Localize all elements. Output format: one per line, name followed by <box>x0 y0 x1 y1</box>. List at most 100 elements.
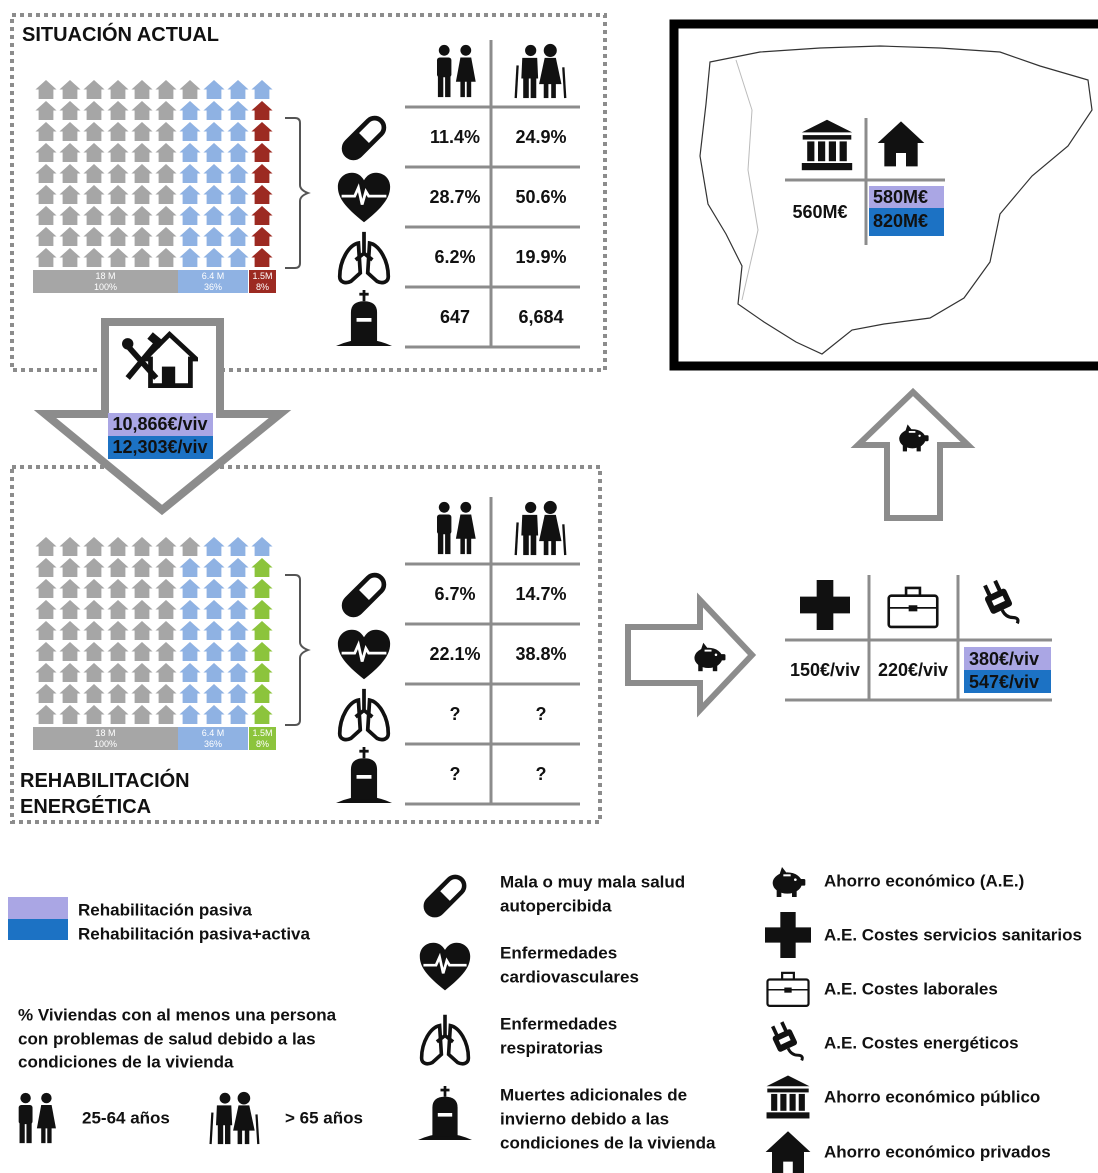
pill-icon <box>422 873 468 919</box>
house-grid-icon <box>251 684 273 703</box>
investment-value: 12,303€/viv <box>112 437 207 457</box>
panel-rehab <box>10 465 602 824</box>
house-grid-icon <box>155 227 177 246</box>
house-grid-icon <box>251 101 273 120</box>
stock-pct: 100% <box>94 739 117 749</box>
house-grid-icon <box>203 684 225 703</box>
house-grid-icon <box>59 642 81 661</box>
house-grid-icon <box>155 684 177 703</box>
house-grid-icon <box>179 684 201 703</box>
house-grid-icon <box>83 558 105 577</box>
house-grid-icon <box>83 101 105 120</box>
legend-label: > 65 años <box>285 1109 363 1128</box>
house-grid-icon <box>155 579 177 598</box>
house-grid-icon <box>59 600 81 619</box>
house-grid-icon <box>131 621 153 640</box>
house-grid-icon <box>83 185 105 204</box>
house-grid-icon <box>227 642 249 661</box>
scenario-active <box>964 670 1051 693</box>
house-grid-icon <box>107 122 129 141</box>
house-grid-icon <box>203 248 225 267</box>
house-grid-icon <box>227 248 249 267</box>
house-grid-icon <box>179 122 201 141</box>
scenario-active <box>108 436 213 459</box>
house-grid-icon <box>35 558 57 577</box>
house-grid-icon <box>131 248 153 267</box>
house-grid-icon <box>59 663 81 682</box>
house-grid-icon <box>131 558 153 577</box>
legend-label: Ahorro económico privados <box>824 1143 1051 1162</box>
table-value: ? <box>450 764 461 784</box>
house-grid-icon <box>131 663 153 682</box>
house-grid-icon <box>179 558 201 577</box>
table-value: 6,684 <box>518 307 563 327</box>
legend-label: Rehabilitación pasiva+activa <box>78 925 311 944</box>
table-value: 38.8% <box>515 644 566 664</box>
house-grid-icon <box>203 227 225 246</box>
stock-pct: 8% <box>256 282 269 292</box>
house-grid-icon <box>155 663 177 682</box>
house-grid-icon <box>155 80 177 99</box>
house-grid-icon <box>83 164 105 183</box>
house-grid-icon <box>131 705 153 724</box>
house-grid-icon <box>251 621 273 640</box>
house-grid-icon <box>35 642 57 661</box>
house-grid-icon <box>131 80 153 99</box>
house-grid-icon <box>107 684 129 703</box>
house-grid-icon <box>155 621 177 640</box>
table-value: 11.4% <box>430 127 480 147</box>
pill-icon <box>340 571 388 619</box>
table-value: 24.9% <box>515 127 566 147</box>
stock-count: 1.5M <box>252 271 272 281</box>
house-grid-icon <box>83 143 105 162</box>
stock-count: 6.4 M <box>202 271 225 281</box>
house-grid-icon <box>59 185 81 204</box>
house-grid-icon <box>251 600 273 619</box>
house-grid-icon <box>131 537 153 556</box>
stock-count: 6.4 M <box>202 728 225 738</box>
legend-label: autopercibida <box>500 897 612 916</box>
house-grid-icon <box>35 600 57 619</box>
saving-value: 547€/viv <box>969 672 1039 692</box>
house-grid-icon <box>227 705 249 724</box>
house-grid-icon <box>59 684 81 703</box>
legend-label: Muertes adicionales de <box>500 1086 687 1105</box>
bracket <box>285 117 311 269</box>
legend-label: 25-64 años <box>82 1109 170 1128</box>
house-grid-icon <box>251 227 273 246</box>
adults-icon <box>437 501 476 555</box>
legend-label: Ahorro económico público <box>824 1088 1040 1107</box>
house-grid-icon <box>59 101 81 120</box>
house-grid-icon <box>227 101 249 120</box>
house-grid-icon <box>131 185 153 204</box>
legend-label: Ahorro económico (A.E.) <box>824 872 1024 891</box>
house-grid-icon <box>155 143 177 162</box>
house-grid-icon <box>83 122 105 141</box>
tomb-icon <box>336 290 392 346</box>
private-saving: 820M€ <box>873 211 928 231</box>
house-grid-icon <box>227 537 249 556</box>
house-grid-icon <box>227 579 249 598</box>
house-grid-icon <box>251 663 273 682</box>
house-grid-icon <box>83 206 105 225</box>
house-grid-icon <box>155 101 177 120</box>
house-grid-icon <box>155 642 177 661</box>
table-value: 6.2% <box>434 247 475 267</box>
house-grid-icon <box>155 248 177 267</box>
house-grid-icon <box>203 143 225 162</box>
plug-icon <box>982 578 1022 630</box>
house-grid-icon <box>107 579 129 598</box>
house-grid-icon <box>179 80 201 99</box>
house-grid-icon <box>107 101 129 120</box>
legend-label: Enfermedades <box>500 944 617 963</box>
house-grid-icon <box>35 185 57 204</box>
house-grid-icon <box>203 705 225 724</box>
house-grid-icon <box>107 558 129 577</box>
house-grid-icon <box>35 684 57 703</box>
house-grid-icon <box>227 80 249 99</box>
house-grid-icon <box>227 684 249 703</box>
house-grid-icon <box>131 227 153 246</box>
house-grid-icon <box>35 206 57 225</box>
